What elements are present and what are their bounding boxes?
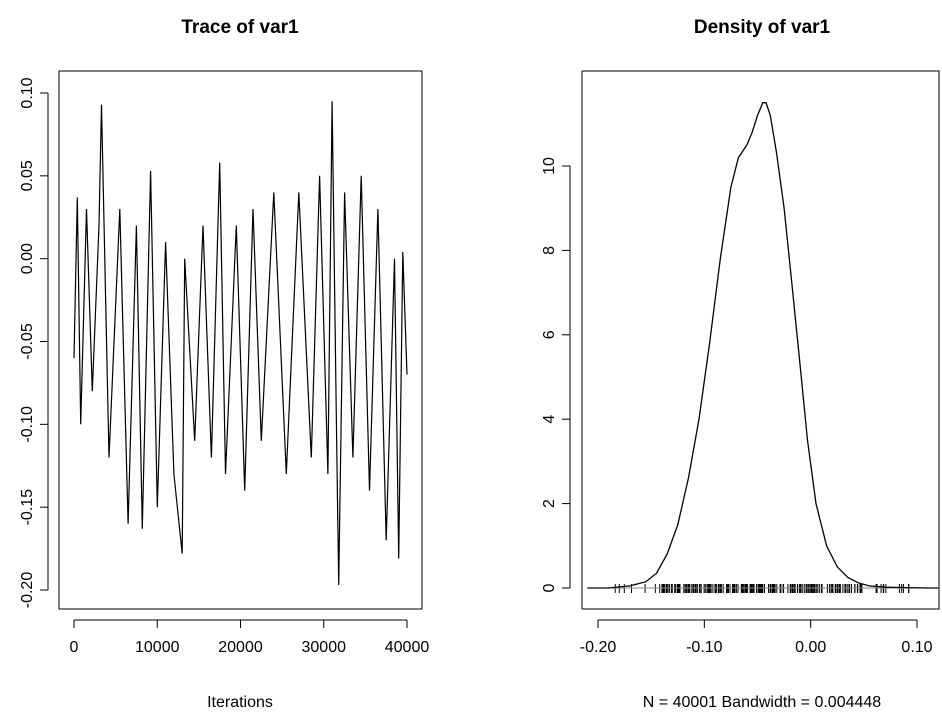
trace-y-axis: -0.20 -0.15 -0.10 -0.05 0.00 0.05 0.10 bbox=[19, 77, 49, 609]
density-x-tick-label: -0.10 bbox=[686, 639, 723, 656]
trace-plot-frame bbox=[58, 70, 423, 610]
density-y-tick-label: 2 bbox=[541, 499, 558, 508]
trace-y-tick-label: -0.20 bbox=[19, 572, 36, 609]
trace-x-tick-label: 40000 bbox=[385, 639, 430, 656]
trace-x-tick-label: 20000 bbox=[218, 639, 263, 656]
density-line bbox=[587, 102, 939, 589]
trace-y-tick-label: -0.10 bbox=[19, 406, 36, 443]
density-x-label: N = 40001 Bandwidth = 0.004448 bbox=[643, 694, 882, 711]
trace-y-tick-label: -0.15 bbox=[19, 489, 36, 526]
density-y-tick-label: 10 bbox=[541, 157, 558, 175]
density-y-tick-label: 0 bbox=[541, 583, 558, 592]
trace-x-tick-label: 10000 bbox=[135, 639, 180, 656]
trace-x-label: Iterations bbox=[207, 694, 273, 711]
trace-y-tick-label: 0.00 bbox=[19, 243, 36, 274]
density-x-tick-label: -0.20 bbox=[580, 639, 617, 656]
trace-x-tick-label: 30000 bbox=[302, 639, 347, 656]
trace-title: Trace of var1 bbox=[181, 17, 299, 38]
trace-y-tick-label: 0.10 bbox=[19, 77, 36, 108]
trace-x-axis: 0 10000 20000 30000 40000 bbox=[70, 619, 430, 656]
density-y-axis: 0 2 4 6 8 10 bbox=[541, 157, 571, 592]
density-plot-frame bbox=[581, 70, 940, 610]
trace-panel: Trace of var1 0 10000 20000 30000 40000 -0.2… bbox=[19, 17, 429, 711]
density-x-tick-label: 0.10 bbox=[901, 639, 932, 656]
trace-x-tick-label: 0 bbox=[70, 639, 79, 656]
trace-y-tick-label: 0.05 bbox=[19, 160, 36, 191]
trace-line bbox=[73, 101, 408, 586]
density-y-tick-label: 6 bbox=[541, 330, 558, 339]
density-title: Density of var1 bbox=[694, 17, 831, 38]
density-y-tick-label: 4 bbox=[541, 415, 558, 424]
trace-y-tick-label: -0.05 bbox=[19, 323, 36, 360]
density-x-axis: -0.20 -0.10 0.00 0.10 bbox=[580, 619, 933, 656]
density-x-tick-label: 0.00 bbox=[795, 639, 826, 656]
density-panel: Density of var1 -0.20 -0.10 0.00 0.10 0 2 4 6 8… bbox=[541, 17, 940, 711]
density-y-tick-label: 8 bbox=[541, 246, 558, 255]
